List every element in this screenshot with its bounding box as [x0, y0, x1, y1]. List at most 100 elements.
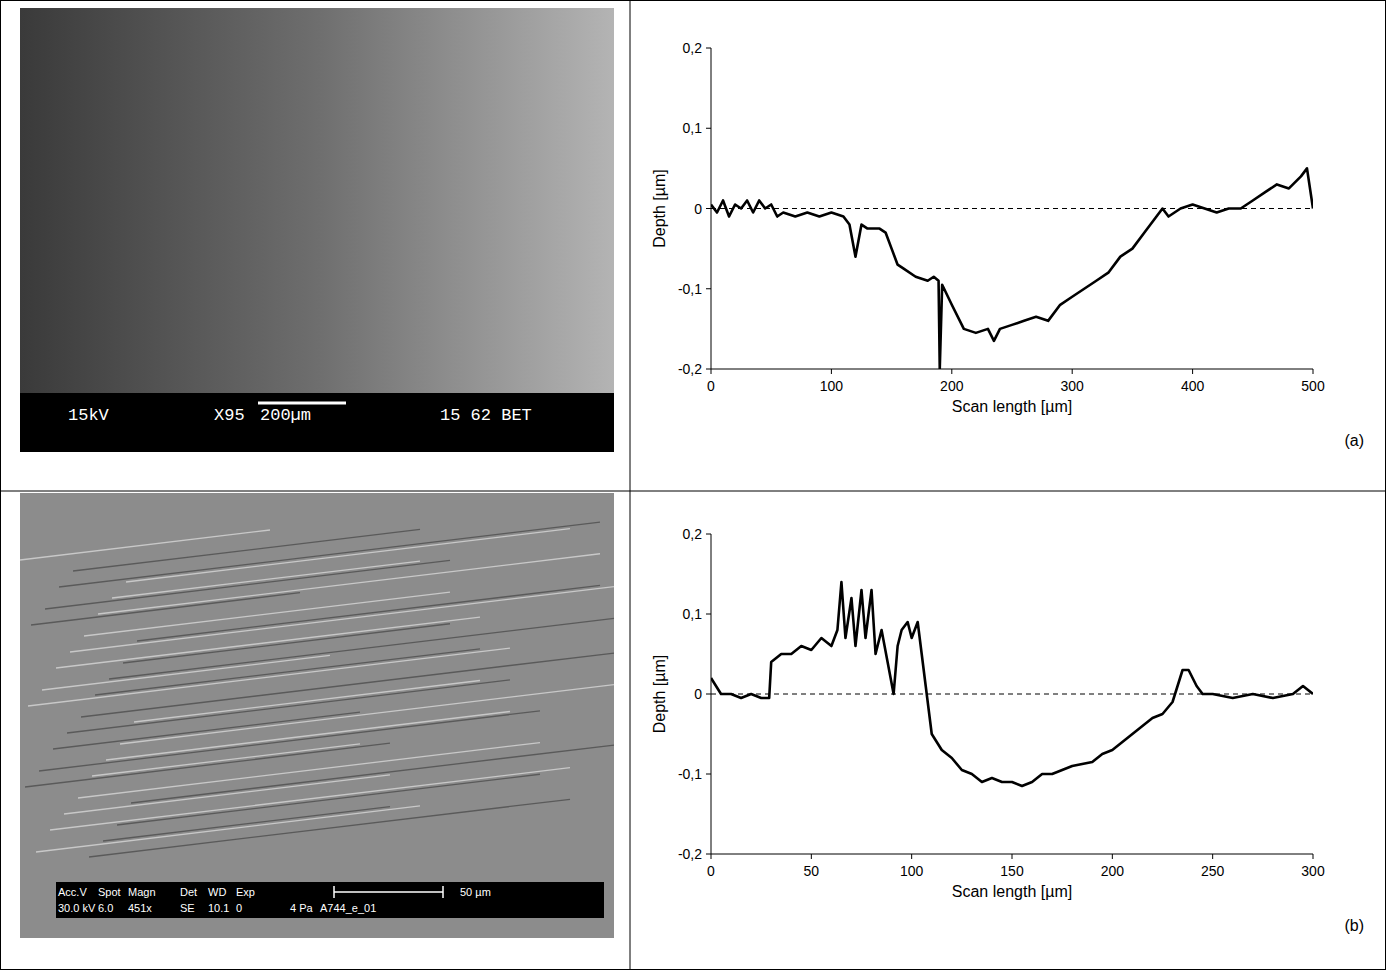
sem-header: WD [208, 886, 226, 898]
sem-streak [36, 806, 420, 852]
x-tick-label: 0 [707, 863, 715, 879]
y-tick-label: -0,1 [678, 281, 702, 297]
scale-bar [334, 891, 443, 893]
sem-header: Spot [98, 886, 121, 898]
sem-param: SE [180, 902, 195, 914]
y-axis-title: Depth [µm] [651, 655, 668, 734]
sem-streak [92, 744, 360, 776]
x-tick-label: 100 [820, 378, 844, 394]
x-tick [1313, 854, 1314, 859]
sem-param: 4 Pa [290, 902, 314, 914]
y-tick-label: 0,2 [683, 526, 703, 542]
x-tick-label: 200 [1101, 863, 1125, 879]
y-tick-label: 0,1 [683, 606, 703, 622]
chart: -0,2-0,100,10,2050100150200250300Scan le… [651, 526, 1364, 934]
y-tick [706, 208, 711, 209]
sem-scale: 50 µm [460, 886, 491, 898]
sem-streak [84, 592, 450, 636]
sem-streak [39, 711, 540, 771]
sem-image [20, 493, 614, 938]
sem-param: 6.0 [98, 902, 113, 914]
sem-streak [112, 561, 420, 598]
sem-streak [42, 655, 330, 690]
chart: -0,2-0,100,10,20100200300400500Scan leng… [651, 40, 1364, 449]
x-tick [1072, 369, 1073, 374]
sem-streak [20, 530, 270, 560]
x-tick [831, 369, 832, 374]
scale-bar [333, 886, 335, 898]
y-tick-label: 0 [694, 201, 702, 217]
x-tick [1112, 854, 1113, 859]
outer-frame [1, 1, 1386, 970]
x-tick-label: 100 [900, 863, 924, 879]
sem-param: 451x [128, 902, 152, 914]
sem-param: 10.1 [208, 902, 229, 914]
sem-streak [45, 560, 450, 609]
y-tick [706, 369, 711, 370]
sem-header: Acc.V [58, 886, 87, 898]
sem-header: Det [180, 886, 197, 898]
sem-id: 15 62 BET [440, 406, 532, 425]
sem-streak [126, 529, 570, 582]
divider [630, 0, 631, 970]
y-tick-label: -0,1 [678, 766, 702, 782]
divider [0, 491, 1386, 492]
y-tick [706, 128, 711, 129]
sem-streak [67, 680, 510, 733]
sem-streak [53, 712, 360, 749]
sem-streak [70, 587, 614, 652]
panel-label: (a) [1344, 432, 1364, 449]
x-tick-label: 150 [1000, 863, 1024, 879]
x-tick-label: 200 [940, 378, 964, 394]
sem-voltage: 15kV [68, 406, 110, 425]
scale-bar [258, 402, 346, 405]
figure: 15kVX95200µm15 62 BETAcc.VSpotMagnDetWDE… [0, 0, 1386, 970]
plot-area [711, 582, 1313, 786]
y-tick [706, 288, 711, 289]
x-tick-label: 250 [1201, 863, 1225, 879]
profile-line [711, 582, 1313, 786]
sem-info-bar [20, 393, 614, 452]
sem-streak [109, 618, 614, 679]
x-tick [711, 369, 712, 374]
sem-header: Exp [236, 886, 255, 898]
y-tick [706, 534, 711, 535]
profile-line [711, 168, 1313, 369]
x-tick [1212, 854, 1213, 859]
y-tick [706, 694, 711, 695]
x-axis-title: Scan length [µm] [952, 883, 1072, 900]
y-tick [706, 854, 711, 855]
sem-streak [28, 648, 510, 706]
x-tick-label: 300 [1061, 378, 1085, 394]
sem-param: A744_e_01 [320, 902, 376, 914]
sem-streak [134, 680, 480, 722]
sem-param: 30.0 kV [58, 902, 96, 914]
baseline [711, 208, 1313, 209]
sem-streak [78, 743, 540, 798]
x-tick [1012, 854, 1013, 859]
sem-magnification: X95 [214, 406, 245, 425]
sem-streak [103, 807, 390, 841]
y-tick-label: 0 [694, 686, 702, 702]
sem-streak [81, 653, 614, 717]
sem-streak [98, 554, 600, 614]
sem-param: 0 [236, 902, 242, 914]
scale-bar [442, 886, 444, 898]
sem-streak [89, 799, 570, 857]
y-tick [706, 614, 711, 615]
y-tick-label: 0,2 [683, 40, 703, 56]
sem-texture [20, 522, 614, 857]
x-tick-label: 0 [707, 378, 715, 394]
x-tick-label: 300 [1301, 863, 1325, 879]
sem-streak [31, 593, 300, 625]
sem-header: Magn [128, 886, 156, 898]
y-tick-label: -0,2 [678, 846, 702, 862]
sem-streak [137, 585, 600, 641]
sem-streak [95, 649, 480, 695]
x-tick-label: 400 [1181, 378, 1205, 394]
plot-area [711, 168, 1313, 369]
sem-info-bar [56, 882, 604, 918]
panel-label: (b) [1344, 917, 1364, 934]
y-tick-label: 0,1 [683, 120, 703, 136]
x-tick [1313, 369, 1314, 374]
